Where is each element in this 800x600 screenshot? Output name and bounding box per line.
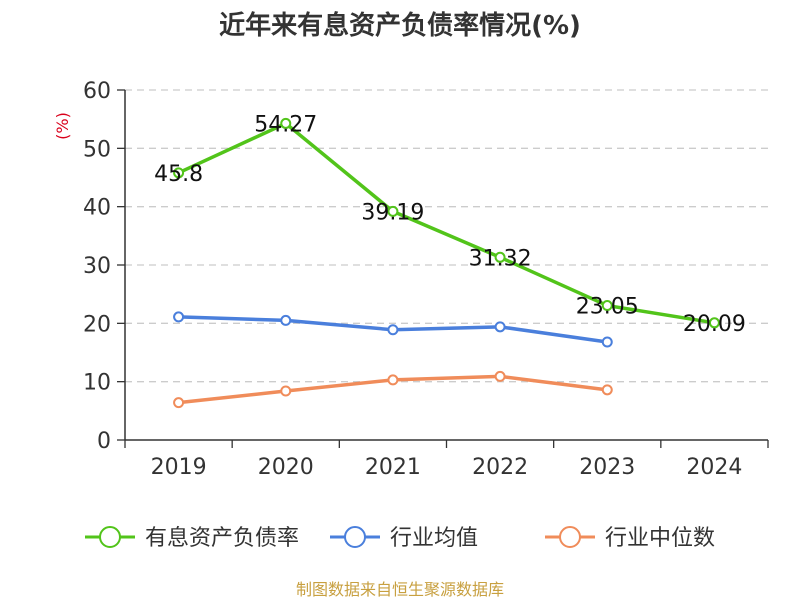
legend[interactable]: 有息资产负债率 行业均值 行业中位数 [85, 526, 715, 551]
legend-swatch-marker-1 [344, 526, 366, 548]
data-point-1-4 [601, 336, 613, 348]
data-label-2019: 45.8 [154, 162, 203, 187]
series-lines [173, 117, 720, 409]
series-line-0 [177, 121, 715, 325]
legend-label-0: 有息资产负债率 [145, 526, 299, 551]
x-tick-label-2024: 2024 [686, 455, 742, 480]
data-point-2-4 [601, 384, 613, 396]
y-tick-label-60: 60 [83, 79, 111, 104]
y-axis-unit: (%) [53, 112, 72, 140]
data-point-0-1 [280, 117, 292, 129]
legend-label-1: 行业均值 [390, 526, 478, 551]
y-tick-label-0: 0 [97, 429, 111, 454]
data-point-1-1 [280, 314, 292, 326]
x-tick-label-2021: 2021 [365, 455, 421, 480]
data-point-2-0 [173, 397, 185, 409]
data-label-2024: 20.09 [683, 312, 746, 337]
data-point-0-5 [708, 317, 720, 329]
data-point-1-3 [494, 321, 506, 333]
data-label-2020: 54.27 [254, 112, 317, 137]
data-label-2022: 31.32 [469, 246, 532, 271]
data-point-0-4 [601, 300, 613, 312]
data-label-2021: 39.19 [361, 200, 424, 225]
y-tick-label-10: 10 [83, 371, 111, 396]
y-tick-label-50: 50 [83, 137, 111, 162]
x-tick-label-2023: 2023 [579, 455, 635, 480]
legend-label-2: 行业中位数 [605, 526, 715, 551]
source-note: 制图数据来自恒生聚源数据库 [296, 580, 504, 599]
data-labels: 45.8 54.27 39.19 31.32 23.05 20.09 [154, 112, 746, 336]
data-point-2-1 [280, 385, 292, 397]
data-point-0-0 [173, 167, 185, 179]
legend-swatch-marker-2 [559, 526, 581, 548]
chart-title: 近年来有息资产负债率情况(%) [219, 10, 581, 41]
x-tick-label-2019: 2019 [151, 455, 207, 480]
data-point-0-3 [494, 251, 506, 263]
x-axis: 2019 2020 2021 2022 2023 2024 [124, 439, 769, 480]
data-point-1-0 [173, 311, 185, 323]
legend-item-2[interactable]: 行业中位数 [545, 526, 715, 551]
data-point-2-3 [494, 370, 506, 382]
legend-item-0[interactable]: 有息资产负债率 [85, 526, 299, 551]
legend-swatch-marker-0 [99, 526, 121, 548]
y-tick-label-20: 20 [83, 312, 111, 337]
x-tick-label-2020: 2020 [258, 455, 314, 480]
data-point-2-2 [387, 374, 399, 386]
x-tick-label-2022: 2022 [472, 455, 528, 480]
y-tick-label-30: 30 [83, 254, 111, 279]
y-axis: 0 10 20 30 40 50 60 [83, 79, 126, 454]
data-point-0-2 [387, 205, 399, 217]
legend-item-1[interactable]: 行业均值 [330, 526, 478, 551]
data-label-2023: 23.05 [576, 295, 639, 320]
y-tick-label-40: 40 [83, 196, 111, 221]
data-point-1-2 [387, 324, 399, 336]
